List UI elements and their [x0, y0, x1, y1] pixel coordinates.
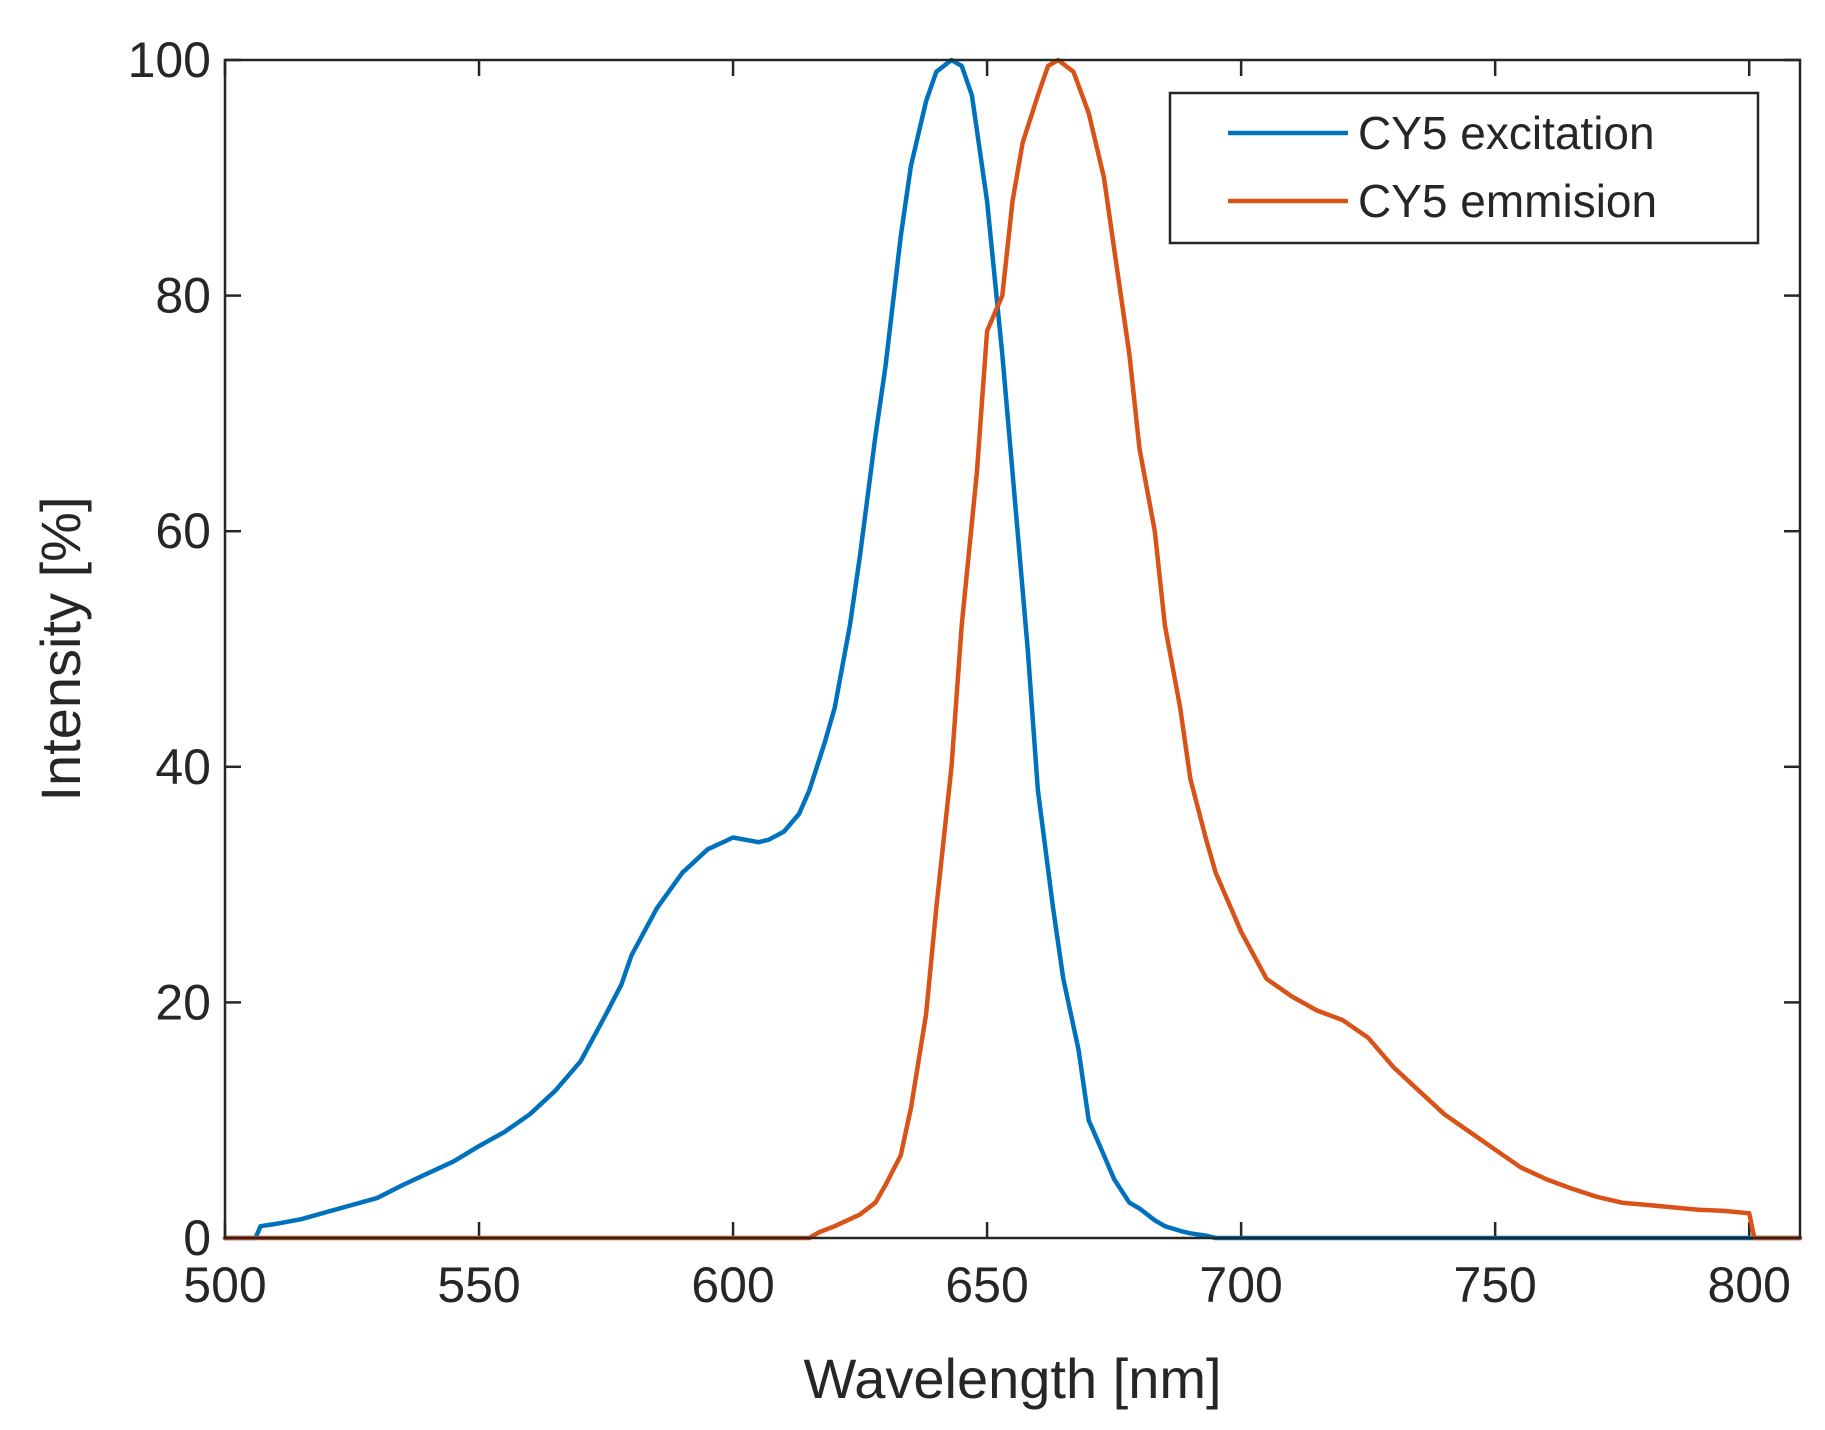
x-tick-label-500: 500: [183, 1257, 266, 1313]
legend-box: [1168, 91, 1760, 245]
y-tick-label-100: 100: [128, 32, 211, 88]
x-tick-labels: 500 550 600 650 700 750 800: [183, 1257, 1791, 1313]
x-tick-label-750: 750: [1453, 1257, 1536, 1313]
y-tick-label-80: 80: [155, 268, 211, 324]
y-tick-labels: 0 20 40 60 80 100: [128, 32, 211, 1266]
x-tick-label-800: 800: [1707, 1257, 1790, 1313]
y-tick-label-40: 40: [155, 739, 211, 795]
series-line-emission: [222, 57, 1803, 1241]
y-axis-label: Intensity [%]: [29, 496, 92, 801]
legend-label-excitation: CY5 excitation: [1358, 107, 1655, 159]
x-tick-label-550: 550: [437, 1257, 520, 1313]
y-tick-label-20: 20: [155, 974, 211, 1030]
x-tick-label-700: 700: [1199, 1257, 1282, 1313]
legend: CY5 excitation CY5 emmision: [1168, 91, 1760, 245]
series-line-excitation: [222, 57, 1803, 1241]
y-tick-label-60: 60: [155, 503, 211, 559]
y-tick-label-0: 0: [183, 1210, 211, 1266]
legend-label-emission: CY5 emmision: [1358, 175, 1657, 227]
x-tick-label-600: 600: [691, 1257, 774, 1313]
plot-area: [225, 60, 1800, 1238]
x-tick-label-650: 650: [945, 1257, 1028, 1313]
series-lines: [222, 57, 1803, 1241]
x-axis-label: Wavelength [nm]: [803, 1347, 1221, 1410]
axes-box: [223, 58, 1802, 1240]
